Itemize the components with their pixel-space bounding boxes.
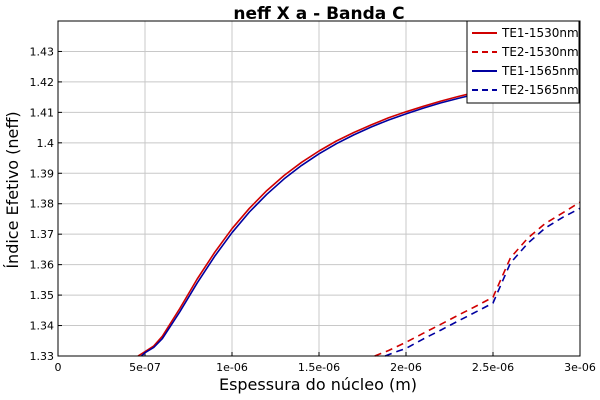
series-line-te1-1565nm (140, 91, 485, 357)
y-tick-label: 1.42 (30, 76, 55, 89)
x-tick-label: 2e-06 (390, 361, 422, 374)
y-tick-labels: 1.33 1.34 1.35 1.36 1.37 1.38 1.39 1.4 1.41 1.42 1… (30, 45, 55, 363)
y-tick-label: 1.35 (30, 289, 55, 302)
legend-entry: TE2-1530nm (501, 45, 579, 59)
y-tick-label: 1.37 (30, 228, 55, 241)
legend-entry: TE1-1530nm (501, 26, 579, 40)
series-line-te2-1530nm (374, 201, 581, 357)
chart-title: neff X a - Banda C (233, 4, 404, 24)
y-axis-label: Índice Efetivo (neff) (3, 111, 22, 268)
series-line-te2-1565nm (384, 207, 581, 357)
y-tick-label: 1.34 (30, 320, 55, 333)
x-tick-label: 5e-07 (129, 361, 161, 374)
x-axis-label: Espessura do núcleo (m) (219, 375, 417, 394)
x-tick-label: 3e-06 (564, 361, 596, 374)
x-tick-label: 1e-06 (216, 361, 248, 374)
y-tick-label: 1.41 (30, 106, 55, 119)
y-tick-label: 1.33 (30, 350, 55, 363)
y-tick-label: 1.43 (30, 45, 55, 58)
x-tick-label: 2.5e-06 (472, 361, 514, 374)
series-line-te1-1530nm (137, 89, 485, 357)
legend-entry: TE1-1565nm (501, 64, 579, 78)
x-tick-label: 1.5e-06 (298, 361, 340, 374)
legend: TE1-1530nm TE2-1530nm TE1-1565nm TE2-1565nm (466, 20, 580, 104)
x-tick-label: 0 (55, 361, 62, 374)
legend-entry: TE2-1565nm (501, 83, 579, 97)
plot-frame (57, 20, 581, 357)
series-lines (137, 89, 581, 357)
y-tick-label: 1.36 (30, 259, 55, 272)
y-tick-label: 1.38 (30, 198, 55, 211)
y-tick-label: 1.39 (30, 167, 55, 180)
y-tick-label: 1.4 (37, 137, 55, 150)
x-tick-labels: 0 5e-07 1e-06 1.5e-06 2e-06 2.5e-06 3e-06 (55, 361, 596, 374)
